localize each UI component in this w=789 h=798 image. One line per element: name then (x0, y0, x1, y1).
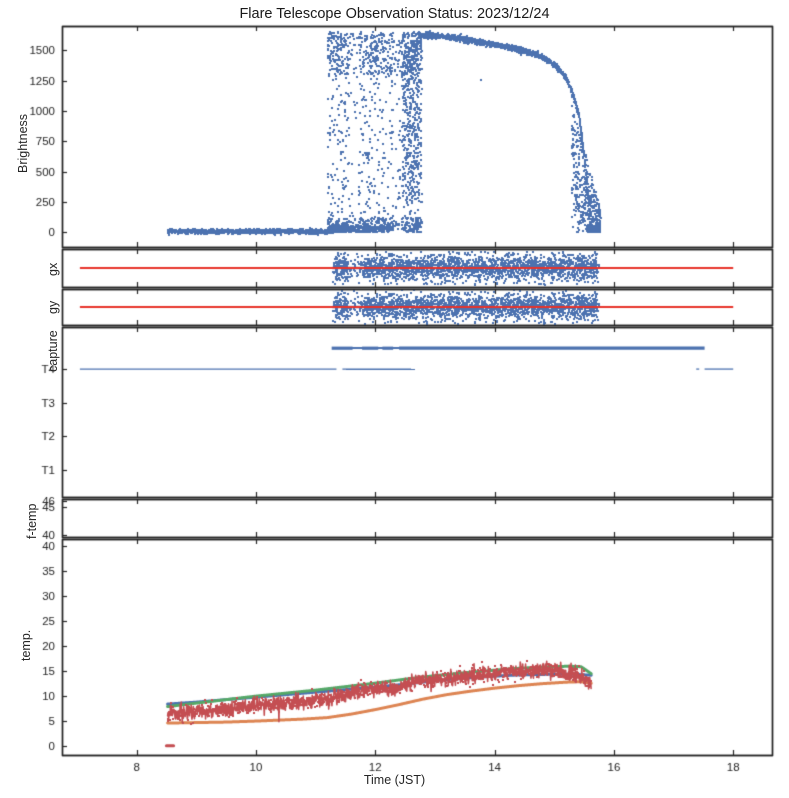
x-axis-title: Time (JST) (363, 773, 426, 787)
y-axis-label-capture: capture (46, 330, 60, 372)
figure-title: Flare Telescope Observation Status: 2023… (239, 6, 550, 22)
y-axis-label-brightness: Brightness (16, 113, 30, 173)
y-axis-label-gy: gy (46, 300, 60, 314)
y-axis-label-gx: gx (46, 262, 60, 276)
y-axis-label-temp: temp. (19, 629, 33, 661)
y-axis-label-ftemp: f-temp (25, 503, 39, 539)
